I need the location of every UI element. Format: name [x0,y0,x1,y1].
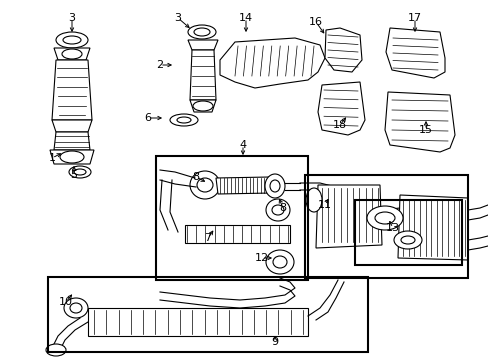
Ellipse shape [366,206,402,230]
Text: 7: 7 [204,233,211,243]
Bar [88,308,307,336]
Text: 4: 4 [239,140,246,150]
Ellipse shape [69,166,91,178]
Text: 2: 2 [156,60,163,70]
Text: 13: 13 [385,223,399,233]
Text: 6: 6 [144,113,151,123]
Ellipse shape [170,114,198,126]
Bar [184,225,289,243]
Ellipse shape [56,32,88,48]
Text: 8: 8 [279,203,286,213]
Ellipse shape [62,49,82,59]
Text: 8: 8 [192,172,199,182]
Ellipse shape [265,199,289,221]
Bar [156,156,307,280]
Bar [48,277,367,352]
Ellipse shape [46,344,66,356]
Text: 16: 16 [308,17,323,27]
Text: 18: 18 [332,120,346,130]
Polygon shape [325,28,361,72]
Text: 3: 3 [68,13,75,23]
Ellipse shape [305,188,321,212]
Polygon shape [384,92,454,152]
Ellipse shape [269,180,280,192]
Bar [354,200,461,265]
Polygon shape [397,195,467,260]
Polygon shape [385,28,444,78]
Ellipse shape [197,178,213,192]
Polygon shape [54,132,90,150]
Polygon shape [52,120,92,132]
Ellipse shape [194,28,209,36]
Ellipse shape [187,25,216,39]
Ellipse shape [271,205,284,215]
Ellipse shape [63,36,81,44]
Bar [305,175,467,278]
Ellipse shape [70,303,82,313]
Text: 14: 14 [239,13,253,23]
Polygon shape [54,48,90,60]
Polygon shape [52,60,92,120]
Text: 5: 5 [70,170,77,180]
Ellipse shape [264,174,285,198]
Text: 1: 1 [48,153,55,163]
Polygon shape [216,177,271,194]
Polygon shape [190,100,216,112]
Ellipse shape [64,298,88,318]
Polygon shape [187,40,218,50]
Ellipse shape [393,231,421,249]
Ellipse shape [177,117,191,123]
Polygon shape [315,185,381,248]
Text: 12: 12 [254,253,268,263]
Ellipse shape [60,151,84,163]
Ellipse shape [190,171,220,199]
Ellipse shape [265,250,293,274]
Text: 17: 17 [407,13,421,23]
Polygon shape [50,150,94,164]
Polygon shape [317,82,364,135]
Polygon shape [220,38,325,88]
Polygon shape [190,50,216,100]
Text: 3: 3 [174,13,181,23]
Ellipse shape [374,212,394,224]
Text: 15: 15 [418,125,432,135]
Ellipse shape [74,169,86,175]
Text: 10: 10 [59,297,73,307]
Ellipse shape [400,236,414,244]
Ellipse shape [272,256,286,268]
Ellipse shape [193,101,213,111]
Text: 11: 11 [317,200,331,210]
Text: 9: 9 [271,337,278,347]
